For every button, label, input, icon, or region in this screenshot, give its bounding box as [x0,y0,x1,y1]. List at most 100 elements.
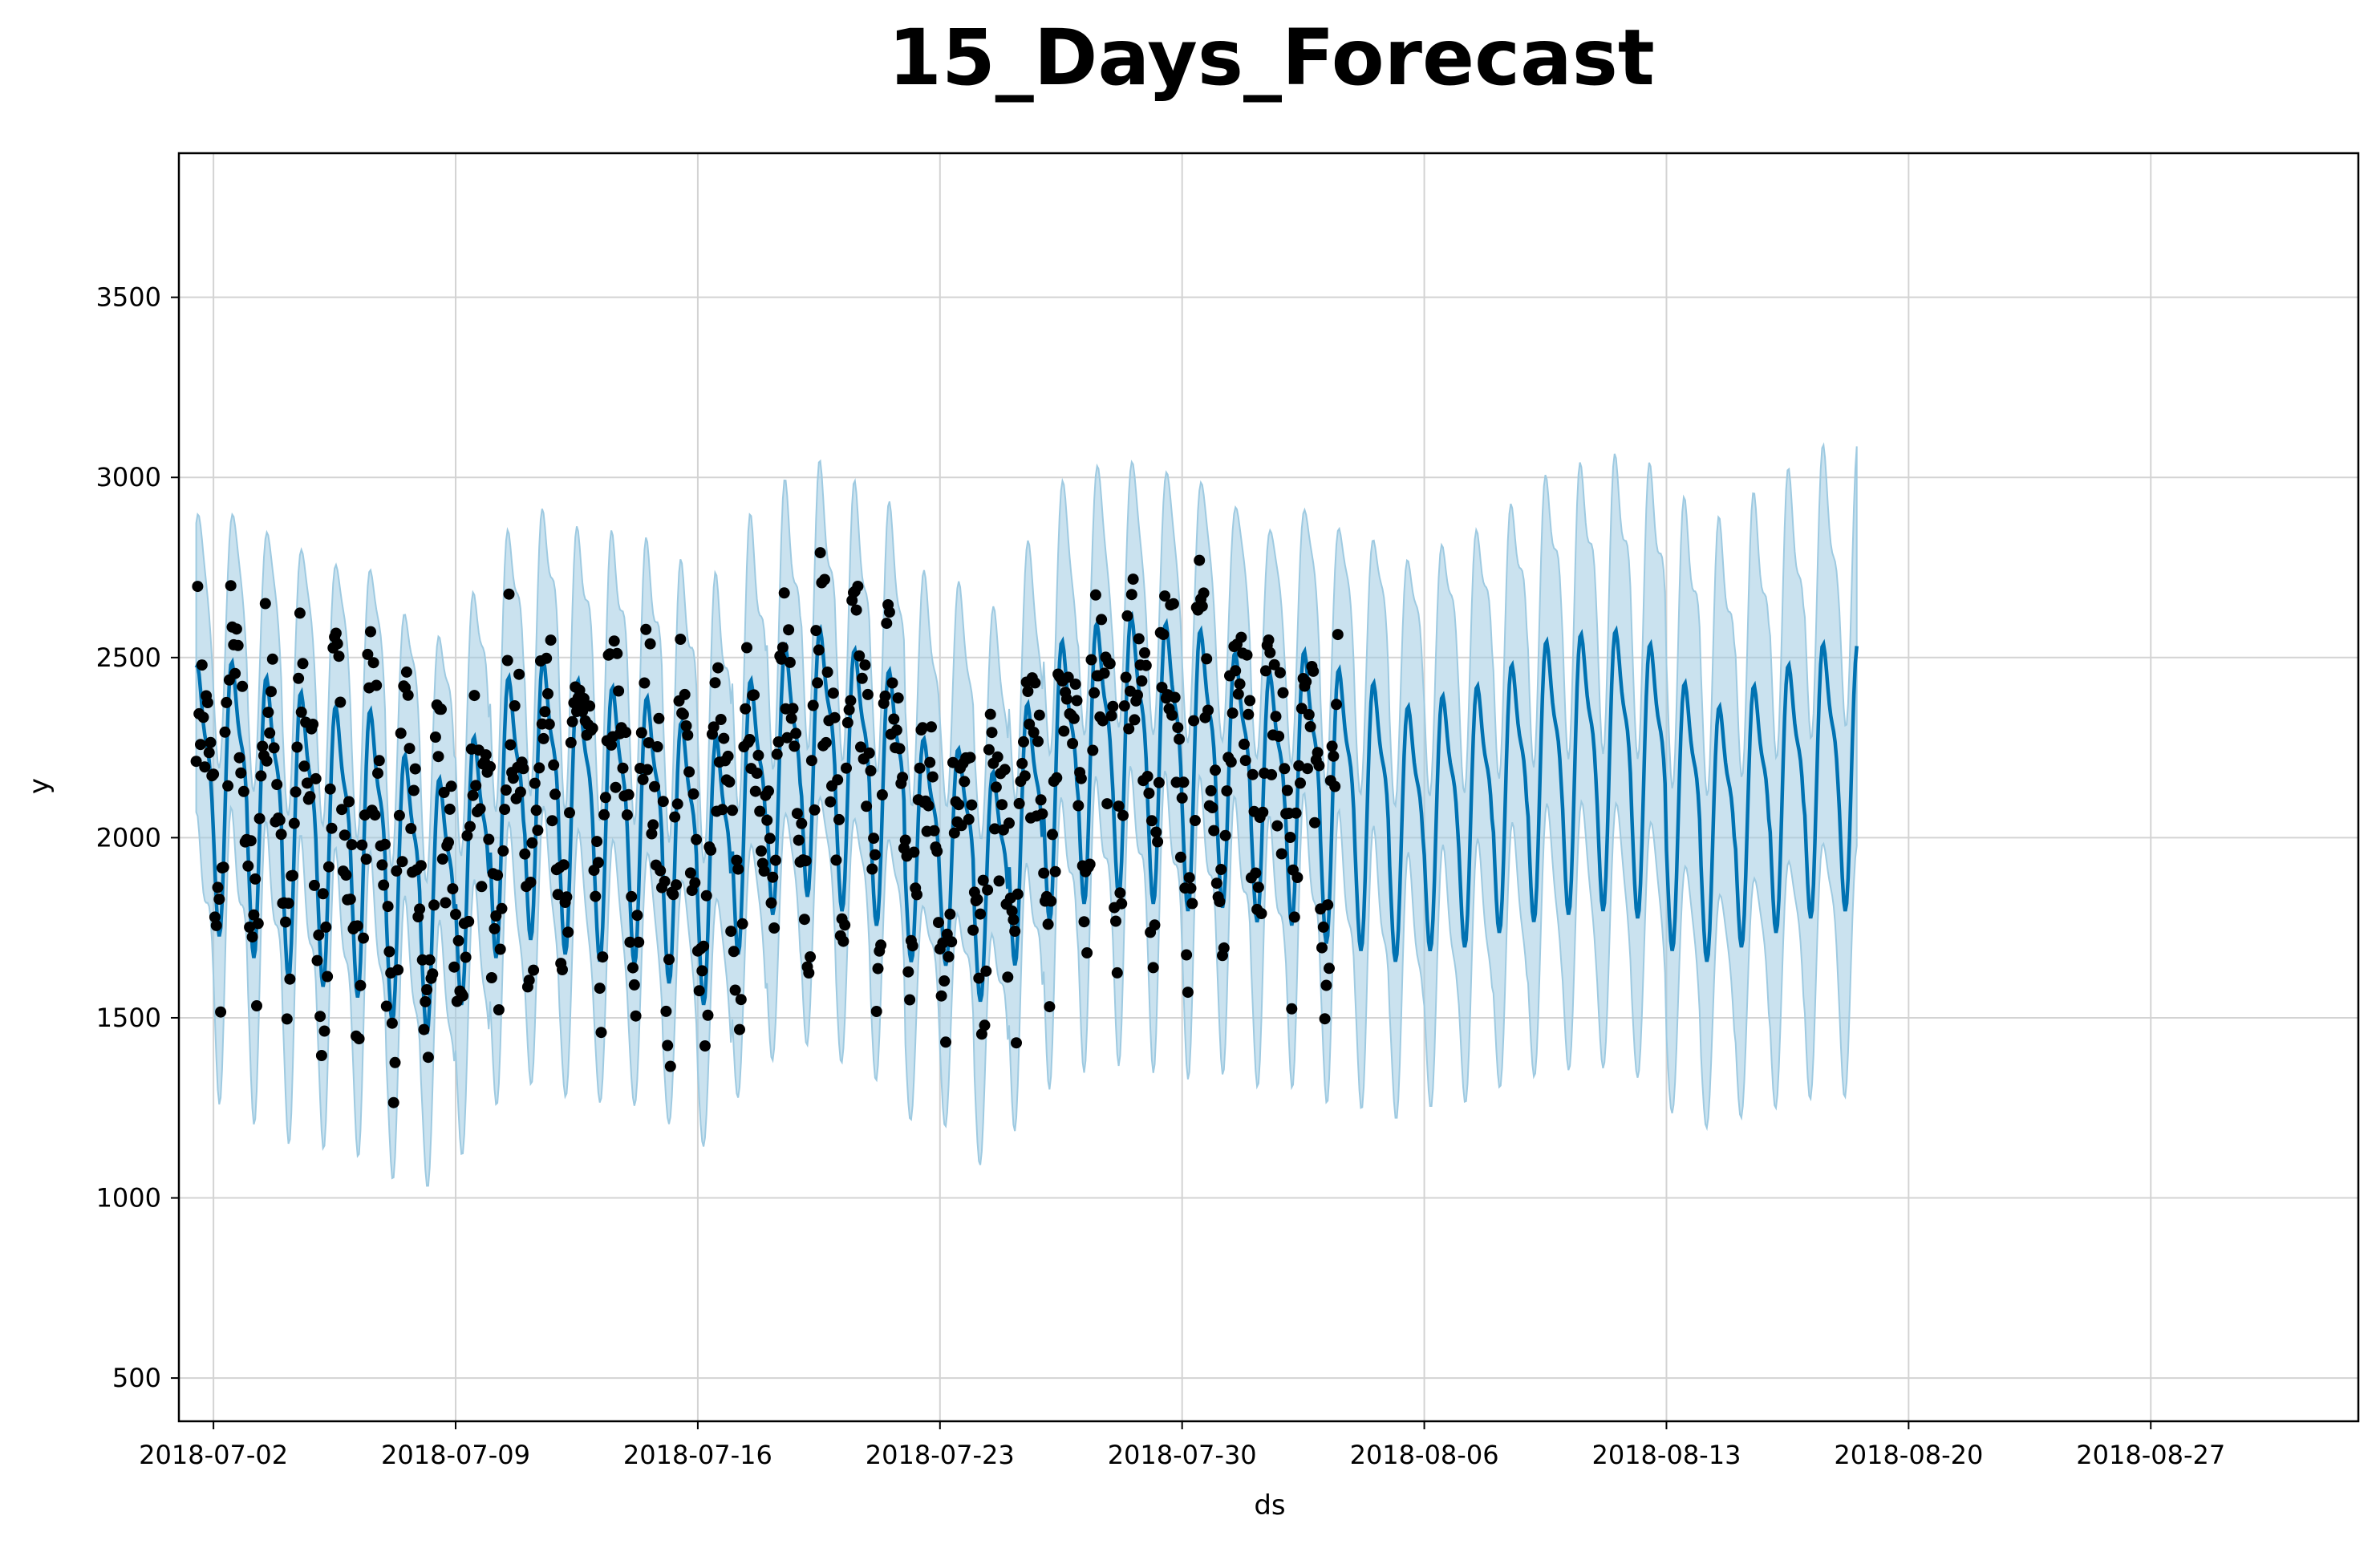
observed-point [800,855,812,867]
observed-point [598,808,610,821]
observed-point [1263,634,1275,646]
observed-point [253,812,266,825]
observed-point [1174,733,1186,745]
observed-point [237,680,249,692]
observed-point [1302,763,1313,775]
observed-point [805,755,817,767]
observed-point [1293,760,1305,772]
observed-point [1044,1001,1056,1013]
observed-point [494,943,506,955]
observed-point [639,677,651,689]
observed-point [983,744,995,756]
observed-point [798,914,810,926]
observed-point [1008,914,1020,926]
observed-point [1089,589,1101,601]
observed-point [990,781,1002,793]
observed-point [948,827,960,839]
observed-point [196,659,208,671]
observed-point [850,604,862,616]
observed-point [324,783,336,795]
observed-point [771,748,783,760]
observed-point [1084,858,1096,870]
observed-point [436,853,448,865]
observed-point [1181,949,1193,961]
observed-point [1116,898,1128,910]
observed-point [1117,809,1129,821]
observed-point [708,721,720,733]
observed-point [875,939,887,951]
observed-point [1235,631,1247,643]
observed-point [1286,1003,1298,1015]
observed-point [1110,915,1121,927]
observed-point [735,994,747,1006]
observed-point [1081,947,1093,958]
observed-point [748,689,760,701]
observed-point [731,854,743,866]
observed-point [841,717,853,728]
observed-point [982,884,994,896]
observed-point [715,714,727,725]
observed-point [389,1056,401,1068]
observed-point [624,936,636,948]
observed-point [318,1025,330,1037]
observed-point [1208,825,1220,837]
y-tick-label: 2000 [96,822,161,853]
observed-point [266,686,277,698]
observed-point [418,1023,430,1035]
observed-point [1129,714,1141,726]
observed-point [333,650,345,663]
observed-point [796,817,808,829]
observed-point [829,711,841,723]
observed-point [705,844,717,856]
observed-point [1205,784,1217,796]
observed-point [304,791,316,803]
observed-point [275,829,287,841]
observed-point [986,727,998,739]
observed-point [549,788,561,800]
observed-point [1266,768,1278,780]
observed-point [1226,707,1239,719]
observed-point [939,975,951,987]
observed-point [839,919,851,931]
observed-point [1016,757,1028,769]
observed-point [1326,740,1338,752]
x-tick-label: 2018-07-02 [139,1440,288,1470]
observed-point [608,635,620,647]
observed-point [529,777,541,789]
observed-point [767,871,779,883]
observed-point [523,975,535,987]
observed-point [953,799,965,811]
x-tick-label: 2018-08-13 [1591,1440,1741,1470]
observed-point [355,979,367,991]
observed-point [393,809,405,821]
observed-point [1033,709,1045,721]
observed-point [362,648,374,660]
observed-point [422,1052,434,1064]
observed-point [215,1006,227,1018]
observed-point [1038,867,1050,879]
observed-point [772,736,785,748]
observed-point [595,1027,607,1039]
observed-point [447,883,459,895]
observed-point [1152,836,1164,848]
observed-point [914,762,926,774]
observed-point [1300,675,1312,687]
observed-point [845,695,857,707]
x-tick-label: 2018-07-09 [381,1440,530,1470]
observed-point [725,926,737,938]
observed-point [432,751,444,763]
observed-point [741,642,752,654]
observed-point [330,627,342,639]
observed-point [709,677,721,689]
observed-point [653,712,665,724]
observed-point [376,859,388,871]
observed-point [649,780,660,792]
observed-point [259,598,271,610]
observed-point [1069,679,1081,690]
observed-point [311,954,323,966]
observed-point [565,736,577,748]
observed-point [245,835,257,847]
observed-point [1198,587,1210,599]
observed-point [758,865,770,877]
observed-point [892,692,904,704]
